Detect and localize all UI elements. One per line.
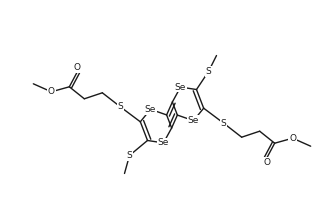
Text: S: S bbox=[118, 102, 123, 111]
Text: O: O bbox=[48, 87, 55, 96]
Text: S: S bbox=[206, 67, 211, 76]
Text: S: S bbox=[127, 151, 132, 160]
Text: O: O bbox=[263, 158, 270, 167]
Text: S: S bbox=[221, 119, 227, 128]
Text: O: O bbox=[74, 63, 81, 72]
Text: O: O bbox=[289, 134, 296, 143]
Text: Se: Se bbox=[175, 83, 186, 92]
Text: Se: Se bbox=[158, 138, 169, 148]
Text: Se: Se bbox=[188, 116, 199, 125]
Text: Se: Se bbox=[145, 105, 156, 114]
